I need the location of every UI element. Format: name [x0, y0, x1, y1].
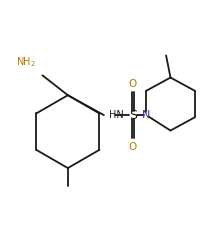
Text: S: S	[129, 109, 137, 122]
Text: N: N	[142, 110, 150, 120]
Text: NH$_2$: NH$_2$	[16, 55, 36, 69]
Text: O: O	[129, 79, 137, 89]
Text: HN: HN	[109, 110, 123, 120]
Text: O: O	[129, 141, 137, 152]
